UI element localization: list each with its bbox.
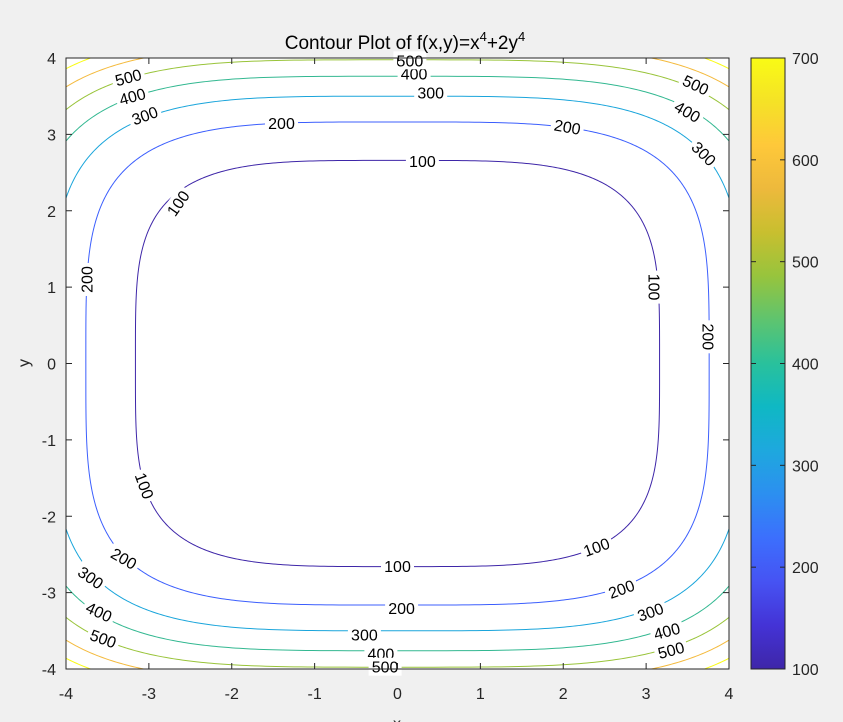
y-tick-label: 3 [47,127,56,144]
svg-text:500: 500 [397,53,424,70]
y-axis-label: y [16,359,33,367]
contour-label-100: 100 [381,556,414,576]
contour-line-600 [66,58,729,669]
y-tick-label: -1 [42,433,56,450]
svg-text:300: 300 [417,85,444,102]
contour-label-100: 100 [405,152,439,171]
colorbar [750,57,786,670]
contour-label-200: 200 [77,263,97,296]
contour-label-400: 400 [648,617,686,644]
x-tick-label: -2 [225,686,239,703]
colorbar-tick-label: 400 [792,357,819,374]
contour-label-300: 300 [126,101,164,130]
svg-text:200: 200 [553,117,582,138]
contour-label-500: 500 [652,636,690,663]
colorbar-tick-label: 200 [792,560,819,577]
contour-label-200: 200 [698,320,718,354]
x-tick-label: -4 [59,686,73,703]
contour-label-200: 200 [265,113,298,133]
y-tick-label: -2 [42,509,56,526]
x-tick-label: 3 [642,686,651,703]
contour-label-500: 500 [393,51,427,70]
y-tick-label: 2 [47,204,56,221]
x-tick-label: 0 [393,686,402,703]
contour-label-300: 300 [347,625,381,645]
contour-label-400: 400 [114,83,151,109]
svg-text:100: 100 [644,274,661,301]
axis-ticks: -4 -3 -2 -1 0 1 2 3 4 -4 -3 -2 -1 0 1 2 3 4 [42,51,734,703]
y-tick-label: -4 [42,662,56,679]
svg-text:100: 100 [409,154,436,171]
x-tick-label: 2 [559,686,568,703]
contour-label-200: 200 [549,114,586,139]
svg-text:500: 500 [372,660,399,677]
svg-text:400: 400 [118,86,148,109]
contour-label-300: 300 [414,83,448,102]
contour-label-500: 500 [109,64,147,90]
y-tick-label: 4 [47,51,56,68]
colorbar-tick-label: 600 [792,153,819,170]
x-tick-label: -1 [308,686,322,703]
svg-text:200: 200 [268,116,295,133]
svg-text:500: 500 [656,640,686,663]
chart-title: Contour Plot of f(x,y)=x4+2y4 [285,29,525,54]
x-tick-label: 4 [725,686,734,703]
contour-label-500: 500 [368,657,402,677]
colorbar-tick-label: 300 [792,458,819,475]
y-tick-label: -3 [42,586,56,603]
svg-text:200: 200 [388,601,415,618]
x-axis-label: x [393,716,401,722]
svg-text:100: 100 [384,559,411,576]
x-tick-label: -3 [142,686,156,703]
contour-label-100: 100 [644,270,664,304]
contour-label-200: 200 [385,598,419,618]
y-tick-label: 1 [47,280,56,297]
svg-text:200: 200 [698,323,715,350]
colorbar-ticks: 100 200 300 400 500 600 700 [751,51,819,679]
x-tick-label: 1 [476,686,485,703]
y-tick-label: 0 [47,357,56,374]
svg-text:500: 500 [113,67,143,90]
svg-text:200: 200 [80,266,97,293]
colorbar-tick-label: 100 [792,662,819,679]
colorbar-tick-label: 500 [792,255,819,272]
svg-text:400: 400 [652,621,682,644]
colorbar-tick-label: 700 [792,51,819,68]
svg-text:400: 400 [401,66,428,83]
svg-text:300: 300 [351,628,378,645]
